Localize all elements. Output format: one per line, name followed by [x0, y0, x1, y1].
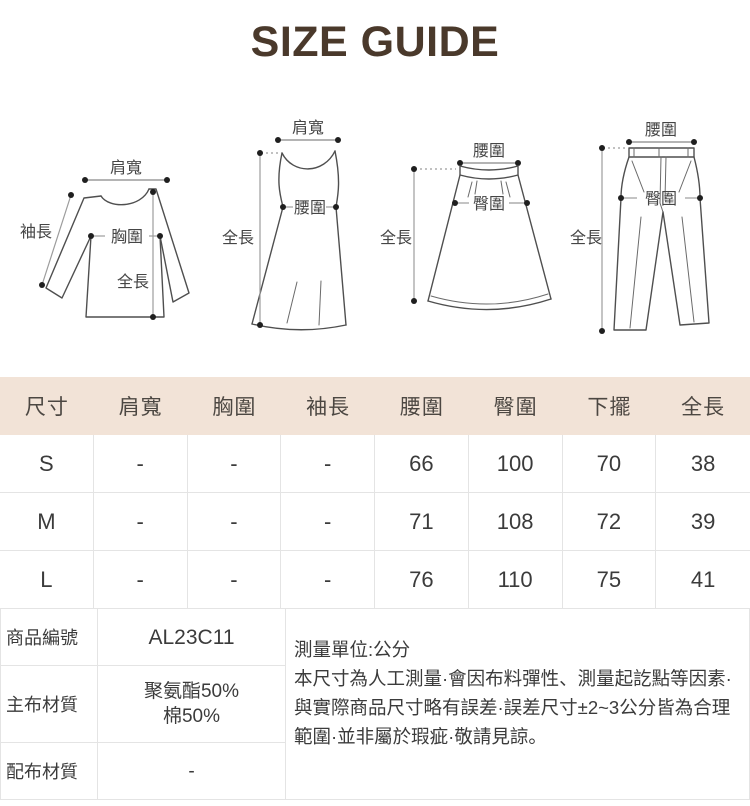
- cell-s-sleeve: -: [281, 435, 375, 493]
- cell-l-length: 41: [656, 551, 750, 609]
- header-length: 全長: [681, 396, 726, 419]
- garment-diagrams: 肩寬 袖長 胸圍 全長 肩寬: [0, 85, 750, 363]
- cell-l-shoulder: -: [93, 551, 188, 609]
- cell-l-sleeve: -: [281, 551, 375, 609]
- trim-fabric-line-1: -: [188, 760, 195, 782]
- cell-m-sleeve: -: [281, 493, 375, 551]
- header-waist: 腰圍: [399, 396, 444, 419]
- cell-m-bust: -: [187, 493, 282, 551]
- header-size: 尺寸: [24, 396, 69, 419]
- main-fabric-label: 主布材質: [1, 666, 98, 743]
- main-fabric-value: 聚氨酯50% 棉50%: [98, 666, 286, 743]
- header-sleeve: 袖長: [306, 396, 351, 419]
- header-shoulder: 肩寬: [118, 396, 163, 419]
- dress-length-label: 全長: [222, 229, 254, 247]
- skirt-length-label: 全長: [380, 229, 412, 247]
- cell-s-length: 38: [656, 435, 750, 493]
- skirt-waist-label: 腰圍: [473, 142, 505, 160]
- top-shoulder-label: 肩寬: [110, 159, 142, 177]
- dress-shoulder-label: 肩寬: [292, 119, 324, 137]
- cell-l-waist: 76: [375, 551, 469, 609]
- measurement-unit-line: 測量單位:公分: [294, 639, 411, 660]
- cell-l-size: L: [0, 551, 94, 609]
- trim-fabric-label: 配布材質: [1, 743, 98, 799]
- pants-hip-label: 臀圍: [645, 191, 677, 208]
- page-title: SIZE GUIDE: [250, 18, 500, 66]
- product-code: AL23C11: [148, 625, 235, 649]
- product-code-value: AL23C11: [98, 609, 286, 666]
- cell-s-hem: 70: [562, 435, 657, 493]
- header-bust: 胸圍: [212, 396, 257, 419]
- cell-l-hip: 110: [468, 551, 563, 609]
- pants-length-label: 全長: [570, 229, 602, 247]
- product-code-label: 商品編號: [1, 609, 98, 666]
- cell-m-hem: 72: [562, 493, 657, 551]
- cell-l-hem: 75: [562, 551, 657, 609]
- cell-s-bust: -: [187, 435, 282, 493]
- pants-waist-label: 腰圍: [645, 121, 677, 139]
- cell-s-size: S: [0, 435, 94, 493]
- main-fabric-line-2: 棉50%: [162, 706, 221, 727]
- top-sleeve-label: 袖長: [20, 223, 52, 241]
- size-table-header-row: 尺寸 肩寬 胸圍 袖長 腰圍 臀圍 下擺 全長: [0, 377, 750, 435]
- top-bust-label: 胸圍: [111, 228, 143, 246]
- diagram-pants: 腰圍 臀圍 全長: [570, 121, 710, 334]
- header-hip: 臀圍: [493, 396, 538, 419]
- cell-s-waist: 66: [375, 435, 469, 493]
- size-table-body: S - - - 66 100 70 38 M - - - 71 108 72 3…: [0, 435, 750, 609]
- measurement-note: 測量單位:公分 本尺寸為人工測量·會因布料彈性、測量起訖點等因素·與實際商品尺寸…: [286, 609, 749, 799]
- cell-m-shoulder: -: [93, 493, 188, 551]
- garment-diagrams-svg: 肩寬 袖長 胸圍 全長 肩寬: [20, 119, 710, 334]
- product-info-table: 商品編號 AL23C11 測量單位:公分 本尺寸為人工測量·會因布料彈性、測量起…: [0, 609, 750, 800]
- diagram-dress: 肩寬 腰圍 全長: [222, 119, 347, 331]
- dress-waist-label: 腰圍: [294, 199, 326, 217]
- trim-fabric-value: -: [98, 743, 286, 799]
- top-length-label: 全長: [117, 273, 149, 291]
- cell-s-hip: 100: [468, 435, 563, 493]
- main-fabric-line-1: 聚氨酯50%: [143, 681, 240, 702]
- cell-m-size: M: [0, 493, 94, 551]
- cell-m-length: 39: [656, 493, 750, 551]
- cell-s-shoulder: -: [93, 435, 188, 493]
- header-hem: 下擺: [587, 396, 632, 419]
- cell-m-waist: 71: [375, 493, 469, 551]
- diagram-skirt: 腰圍 臀圍 全長: [380, 142, 552, 311]
- cell-l-bust: -: [187, 551, 282, 609]
- size-table: 尺寸 肩寬 胸圍 袖長 腰圍 臀圍 下擺 全長 S - - - 66 100 7…: [0, 377, 750, 609]
- cell-m-hip: 108: [468, 493, 563, 551]
- diagram-longsleeve-top: 肩寬 袖長 胸圍 全長: [20, 159, 190, 320]
- skirt-hip-label: 臀圍: [473, 196, 505, 213]
- measurement-disclaimer: 本尺寸為人工測量·會因布料彈性、測量起訖點等因素·與實際商品尺寸略有誤差·誤差尺…: [294, 668, 732, 747]
